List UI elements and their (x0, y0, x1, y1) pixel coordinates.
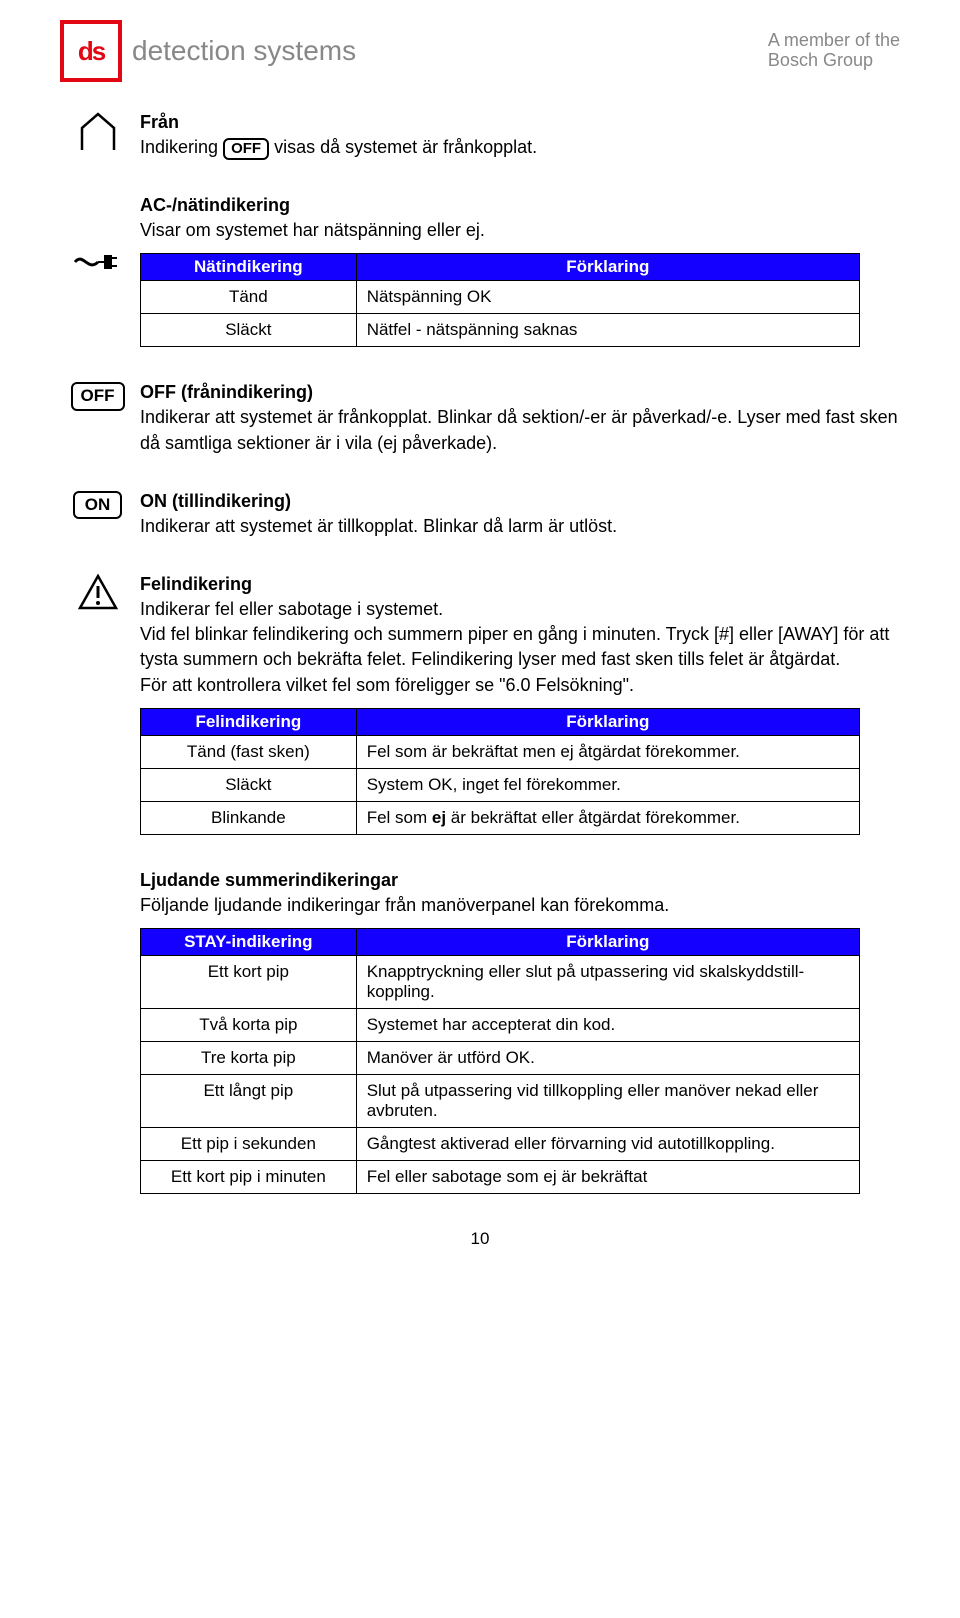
fel-r2c2: System OK, inget fel förekommer. (356, 768, 859, 801)
ljud-r1c1: Ett kort pip (141, 955, 357, 1008)
ljud-r6c2: Fel eller sabotage som ej är bekräftat (356, 1160, 859, 1193)
section-ac: AC-/nätindikering Visar om systemet har … (140, 195, 900, 347)
fran-prefix: Indikering (140, 137, 223, 157)
brand-name: detection systems (132, 35, 356, 67)
ac-th2: Förklaring (356, 254, 859, 281)
member-line-1: A member of the (768, 31, 900, 51)
section-on: ON ON (tillindikering) Indikerar att sys… (140, 491, 900, 539)
ac-title: AC-/nätindikering (140, 195, 900, 216)
section-off: OFF OFF (frånindikering) Indikerar att s… (140, 382, 900, 455)
page: ds detection systems A member of the Bos… (0, 0, 960, 1289)
fel-r3c2-suffix: är bekräftat eller åtgärdat förekommer. (446, 808, 740, 827)
fel-line3: För att kontrollera vilket fel som förel… (140, 673, 900, 698)
fran-suffix: visas då systemet är frånkopplat. (269, 137, 537, 157)
off-badge: OFF (71, 382, 125, 410)
ljud-r4c1: Ett långt pip (141, 1074, 357, 1127)
ljud-r5c2: Gångtest aktiverad eller förvarning vid … (356, 1127, 859, 1160)
fel-title: Felindikering (140, 574, 900, 595)
ljud-r5c1: Ett pip i sekunden (141, 1127, 357, 1160)
header-right: A member of the Bosch Group (768, 31, 900, 71)
on-icon: ON (70, 491, 125, 519)
off-badge-inline: OFF (223, 138, 269, 160)
ljud-r2c2: Systemet har accepterat din kod. (356, 1008, 859, 1041)
off-icon: OFF (70, 382, 125, 410)
warning-icon (70, 574, 125, 610)
ac-table: Nätindikering Förklaring Tänd Nätspännin… (140, 253, 860, 347)
fran-title: Från (140, 112, 900, 133)
ac-r2c1: Släckt (141, 314, 357, 347)
ljud-title: Ljudande summerindikeringar (140, 870, 900, 891)
ljud-r3c2: Manöver är utförd OK. (356, 1041, 859, 1074)
fel-line1: Indikerar fel eller sabotage i systemet. (140, 597, 900, 622)
ljud-table: STAY-indikering Förklaring Ett kort pip … (140, 928, 860, 1194)
off-title: OFF (frånindikering) (140, 382, 900, 403)
ac-r1c2: Nätspänning OK (356, 281, 859, 314)
fel-th2: Förklaring (356, 708, 859, 735)
logo-text: ds (78, 36, 104, 67)
ac-r1c1: Tänd (141, 281, 357, 314)
on-desc: Indikerar att systemet är tillkopplat. B… (140, 514, 900, 539)
ac-th1: Nätindikering (141, 254, 357, 281)
on-title: ON (tillindikering) (140, 491, 900, 512)
off-desc: Indikerar att systemet är frånkopplat. B… (140, 405, 900, 455)
plug-icon (70, 247, 125, 277)
ljud-th1: STAY-indikering (141, 928, 357, 955)
fel-r3c2: Fel som ej är bekräftat eller åtgärdat f… (356, 801, 859, 834)
section-ljud: Ljudande summerindikeringar Följande lju… (140, 870, 900, 1194)
ljud-r1c2: Knapptryckning eller slut på utpassering… (356, 955, 859, 1008)
page-number: 10 (60, 1229, 900, 1249)
ac-desc: Visar om systemet har nätspänning eller … (140, 218, 900, 243)
ljud-desc: Följande ljudande indikeringar från manö… (140, 893, 900, 918)
fran-body: Indikering OFF visas då systemet är från… (140, 135, 900, 160)
header-left: ds detection systems (60, 20, 356, 82)
on-badge: ON (73, 491, 123, 519)
ljud-r6c1: Ett kort pip i minuten (141, 1160, 357, 1193)
house-icon (70, 112, 125, 152)
section-fran: Från Indikering OFF visas då systemet är… (140, 112, 900, 160)
ljud-r2c1: Två korta pip (141, 1008, 357, 1041)
fel-line2: Vid fel blinkar felindikering och summer… (140, 622, 900, 672)
ljud-th2: Förklaring (356, 928, 859, 955)
fel-r1c1: Tänd (fast sken) (141, 735, 357, 768)
ljud-r3c1: Tre korta pip (141, 1041, 357, 1074)
section-fel: Felindikering Indikerar fel eller sabota… (140, 574, 900, 835)
fel-th1: Felindikering (141, 708, 357, 735)
fel-r3c1: Blinkande (141, 801, 357, 834)
fel-r3c2-bold: ej (432, 808, 446, 827)
member-line-2: Bosch Group (768, 51, 900, 71)
fel-r3c2-prefix: Fel som (367, 808, 432, 827)
ljud-r4c2: Slut på utpassering vid tillkoppling ell… (356, 1074, 859, 1127)
fel-r1c2: Fel som är bekräftat men ej åtgärdat för… (356, 735, 859, 768)
fel-table: Felindikering Förklaring Tänd (fast sken… (140, 708, 860, 835)
fel-r2c1: Släckt (141, 768, 357, 801)
logo-icon: ds (60, 20, 122, 82)
header: ds detection systems A member of the Bos… (60, 20, 900, 82)
ac-r2c2: Nätfel - nätspänning saknas (356, 314, 859, 347)
